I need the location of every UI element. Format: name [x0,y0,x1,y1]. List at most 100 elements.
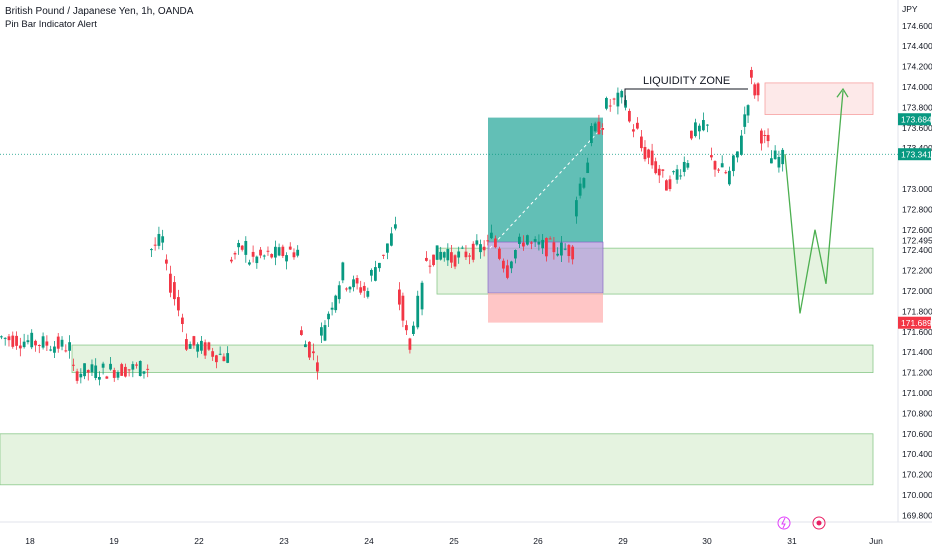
candle-up [374,260,377,282]
candle-down [37,344,41,354]
projection-path [784,91,844,314]
candle-body [288,246,292,250]
candle-up [304,340,307,348]
candle-up [694,118,697,138]
candle-body [405,325,408,331]
candle-body [112,370,116,378]
price-tag-1: 173.684 [901,115,932,125]
candle-body [169,273,172,293]
candle-body [766,134,770,142]
candle-body [292,252,296,258]
x-tick-label: 22 [194,536,204,546]
candle-down [657,164,661,184]
candle-up [624,95,627,111]
candle-body [612,98,616,100]
candle-up [41,332,45,350]
y-tick-label: 172.000 [902,286,932,296]
candle-up [563,243,567,251]
candle-body [439,251,443,260]
y-tick-label: 171.600 [902,327,932,337]
candle-body [460,247,464,249]
candle-body [308,341,311,358]
candle-body [94,365,98,379]
candle-body [355,277,359,284]
candle-down [185,333,188,352]
candle-body [142,371,146,374]
candle-down [281,244,285,258]
candle-body [668,179,672,189]
candle-down [207,341,211,351]
candle-body [657,168,661,176]
candle-down [724,170,728,175]
candle-body [177,297,180,311]
candle-body [79,373,83,378]
candle-up [541,234,545,255]
candle-down [650,143,654,169]
candle-body [124,366,127,377]
candle-down [259,247,262,259]
candle-body [416,295,420,328]
candle-down [382,254,385,260]
candle-body [244,240,248,255]
candle-body [382,254,385,256]
candle-up [736,151,739,163]
candle-body [420,282,424,310]
candle-body [502,260,505,269]
candle-body [717,169,720,171]
candle-body [285,255,288,262]
candle-down [690,130,693,141]
candle-up [510,260,513,274]
candle-body [582,178,586,188]
candle-body [425,257,428,261]
candle-down [127,369,131,377]
x-tick-label: 19 [109,536,119,546]
candle-body [131,364,135,370]
candle-body [56,336,60,349]
candle-up [244,236,248,263]
candle-body [698,125,701,132]
candle-body [222,356,226,362]
candle-body [334,295,338,311]
candle-body [153,244,157,246]
candle-body [556,253,560,256]
candle-down [661,169,665,178]
candle-body [746,105,750,116]
candle-body [72,364,75,366]
candle-down [552,236,556,260]
candle-down [405,320,408,336]
candle-down [502,258,505,273]
candle-body [597,121,601,135]
candle-body [643,146,647,160]
candle-up [94,358,98,381]
candle-down [464,245,468,260]
candle-body [192,336,196,346]
candle-up [575,196,578,224]
y-tick-label: 169.800 [902,510,932,520]
candle-body [330,307,334,310]
x-tick-label: 18 [25,536,35,546]
candle-up [743,106,747,135]
candle-body [537,241,541,245]
candle-down [636,117,639,130]
candle-down [11,331,15,349]
candle-body [203,342,207,356]
candle-body [173,282,176,300]
candle-up [672,170,675,175]
y-tick-label: 172.800 [902,204,932,214]
candle-up [90,359,94,377]
candle-body [323,325,327,341]
candle-body [218,353,222,355]
candle-body [586,162,590,174]
candle-up [578,177,582,199]
y-tick-label: 173.400 [902,143,932,153]
candle-body [457,251,461,258]
candle-down [230,256,233,264]
candle-down [146,364,150,378]
candle-body [240,245,244,250]
candle-body [11,335,15,347]
candle-body [724,172,728,174]
candle-body [545,238,548,257]
candle-down [401,292,405,328]
